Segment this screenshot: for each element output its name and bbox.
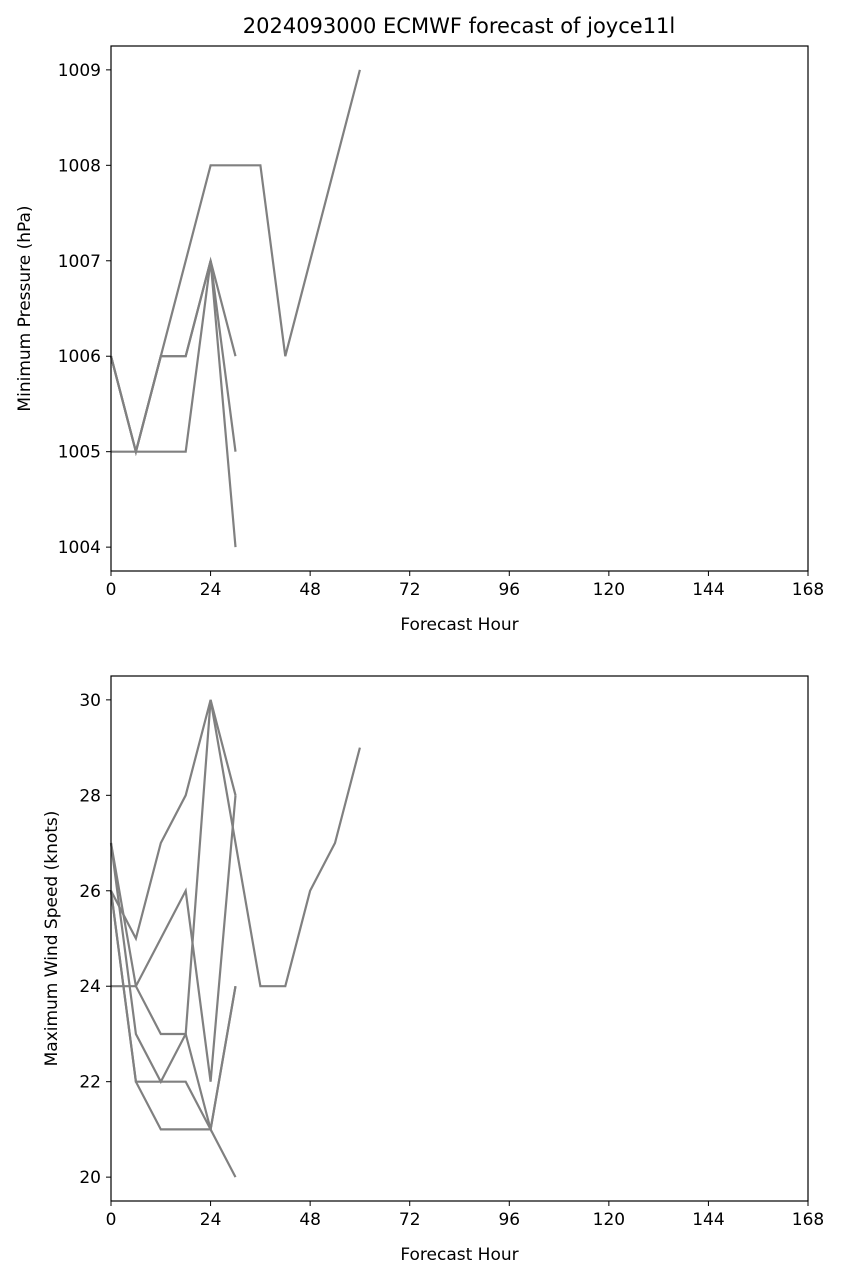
chart-title: 2024093000 ECMWF forecast of joyce11l	[243, 14, 676, 38]
y-tick-label: 1006	[58, 347, 101, 367]
x-tick-label: 96	[498, 580, 520, 600]
axes-frame	[110, 45, 809, 572]
y-tick-label: 26	[79, 882, 101, 902]
series-line-1	[109, 69, 361, 457]
series-line-1	[110, 699, 361, 988]
y-tick-label: 24	[79, 977, 101, 997]
series-line-4	[109, 842, 237, 1130]
axes-frame	[110, 675, 809, 1202]
x-tick-label: 48	[299, 1210, 321, 1230]
x-tick-label: 144	[692, 1210, 724, 1230]
series-line-3	[109, 699, 237, 1036]
panel-2: 0 24 48 72 96 120 144 168 20 22 24 26 28 30 Forecast H…	[42, 675, 824, 1265]
y-axis-label: Maximum Wind Speed (knots)	[42, 811, 62, 1067]
y-axis-label: Minimum Pressure (hPa)	[15, 205, 35, 411]
x-tick-label: 168	[792, 580, 824, 600]
series-line-2	[111, 795, 237, 1082]
x-tick-label: 72	[399, 580, 421, 600]
x-tick-label: 144	[692, 580, 724, 600]
x-tick-label: 0	[106, 580, 117, 600]
y-tick-label: 1009	[58, 61, 101, 81]
y-tick-label: 1008	[58, 156, 101, 176]
y-tick-label: 20	[79, 1168, 101, 1188]
y-tick-label: 28	[79, 786, 101, 806]
y-tick-label: 1005	[58, 443, 101, 463]
x-tick-label: 0	[106, 1210, 117, 1230]
y-tick-label: 30	[79, 691, 101, 711]
panel-1: 0 24 48 72 96 120 144 168 1004 1005 1006 1007 1008 10…	[15, 45, 824, 635]
x-axis-label: Forecast Hour	[400, 615, 518, 635]
y-tick-label: 1007	[58, 252, 101, 272]
y-tick-label: 22	[79, 1073, 101, 1093]
x-tick-label: 120	[593, 1210, 625, 1230]
series-line-4	[111, 260, 237, 548]
x-axis-label: Forecast Hour	[400, 1245, 518, 1265]
series-line-6	[109, 890, 237, 1178]
x-tick-label: 72	[399, 1210, 421, 1230]
y-tick-label: 1004	[58, 538, 101, 558]
x-tick-label: 168	[792, 1210, 824, 1230]
x-tick-label: 48	[299, 580, 321, 600]
series-line-3	[109, 260, 237, 457]
x-tick-label: 96	[498, 1210, 520, 1230]
x-tick-label: 24	[200, 1210, 222, 1230]
x-tick-label: 24	[200, 580, 222, 600]
x-tick-label: 120	[593, 580, 625, 600]
